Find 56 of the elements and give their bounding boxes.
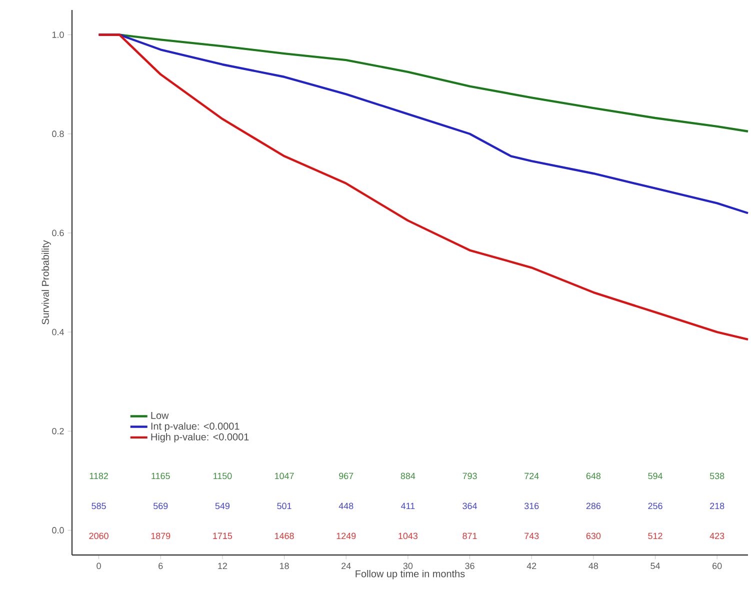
x-tick-label: 30 (403, 562, 413, 570)
x-tick-label: 36 (465, 562, 474, 570)
annotation: 871 (462, 532, 477, 540)
annotation: 501 (277, 502, 292, 510)
annotation: 218 (710, 502, 724, 510)
annotation: 448 (338, 502, 354, 510)
y-tick-label: 0.6 (52, 230, 64, 236)
annotation: 585 (92, 502, 106, 510)
annotation: 2060 (89, 532, 108, 540)
annotation: 286 (586, 502, 601, 510)
x-tick-label: 18 (280, 562, 289, 570)
y-axis-title: Survival Probability (42, 240, 51, 324)
legend-label: High p-value: <0.0001 (151, 433, 249, 442)
annotation: 1043 (398, 532, 418, 540)
x-tick-label: 48 (588, 562, 598, 570)
x-axis-title: Follow up time in months (356, 570, 465, 580)
annotation: 1249 (336, 532, 356, 540)
annotation: 743 (524, 532, 539, 540)
annotation: 1047 (274, 472, 294, 480)
y-tick-label: 0.2 (52, 428, 64, 434)
legend-label: Low (151, 412, 169, 420)
x-tick-label: 54 (650, 562, 660, 570)
annotation: 884 (400, 472, 416, 480)
annotation: 648 (586, 472, 601, 480)
x-tick-label: 6 (158, 562, 163, 570)
annotation: 967 (339, 472, 354, 480)
annotation: 316 (524, 502, 539, 510)
annotation: 538 (710, 472, 724, 480)
x-tick-label: 60 (712, 562, 722, 570)
annotation: 1165 (152, 472, 170, 480)
annotation: 724 (524, 472, 539, 480)
annotation: 423 (710, 532, 724, 540)
x-tick-label: 42 (526, 562, 536, 570)
annotation: 512 (648, 532, 662, 540)
x-tick-label: 12 (218, 562, 227, 570)
annotation: 256 (648, 502, 662, 510)
annotation: 1468 (274, 532, 294, 540)
y-tick-label: 0.0 (52, 527, 64, 534)
annotation: 1879 (151, 532, 170, 540)
annotation: 549 (215, 502, 230, 510)
y-tick-label: 0.4 (52, 328, 64, 336)
annotation: 1715 (213, 532, 232, 540)
annotation: 630 (586, 532, 601, 540)
annotation: 793 (462, 472, 477, 480)
annotation: 364 (462, 502, 477, 510)
x-tick-label: 24 (342, 562, 351, 570)
y-tick-label: 0.8 (52, 130, 64, 138)
annotation: 411 (401, 502, 415, 510)
line-series (98, 34, 750, 341)
annotation: 569 (154, 502, 168, 510)
annotation: 1182 (90, 472, 108, 480)
y-tick-label: 1.0 (52, 32, 64, 38)
x-tick-label: 0 (96, 562, 101, 570)
annotation: 1150 (214, 472, 232, 480)
annotation: 594 (648, 472, 662, 480)
legend-label: Int p-value: <0.0001 (151, 422, 240, 432)
